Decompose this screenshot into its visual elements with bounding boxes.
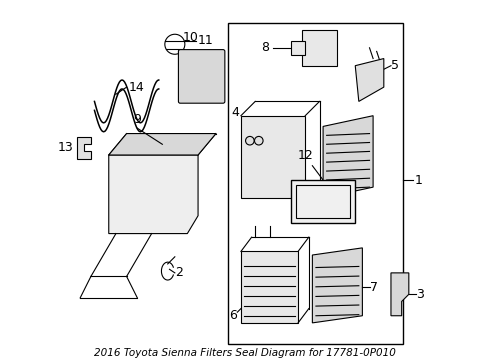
- Text: 1: 1: [413, 174, 421, 186]
- Text: 11: 11: [198, 34, 213, 47]
- Bar: [290, 41, 305, 55]
- Polygon shape: [312, 248, 362, 323]
- Text: 14: 14: [128, 81, 144, 94]
- FancyBboxPatch shape: [178, 50, 224, 103]
- Text: 10: 10: [183, 31, 199, 44]
- Circle shape: [254, 136, 263, 145]
- Text: 5: 5: [390, 59, 398, 72]
- Polygon shape: [354, 59, 383, 102]
- Text: 8: 8: [261, 41, 269, 54]
- Polygon shape: [390, 273, 408, 316]
- Polygon shape: [77, 137, 91, 158]
- Text: 12: 12: [297, 149, 312, 162]
- Bar: [290, 180, 354, 223]
- Bar: [228, 23, 403, 344]
- Text: 2016 Toyota Sienna Filters Seal Diagram for 17781-0P010: 2016 Toyota Sienna Filters Seal Diagram …: [93, 348, 395, 358]
- Polygon shape: [108, 134, 216, 155]
- Text: 2: 2: [175, 266, 183, 279]
- Text: 4: 4: [231, 106, 239, 119]
- Text: 13: 13: [57, 141, 73, 154]
- Text: 3: 3: [415, 288, 423, 301]
- Polygon shape: [323, 116, 372, 198]
- Polygon shape: [241, 251, 298, 323]
- Text: 9: 9: [133, 113, 141, 126]
- Polygon shape: [108, 155, 198, 234]
- Bar: [296, 185, 349, 217]
- Text: 7: 7: [369, 281, 377, 294]
- Bar: [301, 30, 337, 66]
- Polygon shape: [241, 116, 305, 198]
- Circle shape: [245, 136, 254, 145]
- Text: 6: 6: [229, 309, 237, 322]
